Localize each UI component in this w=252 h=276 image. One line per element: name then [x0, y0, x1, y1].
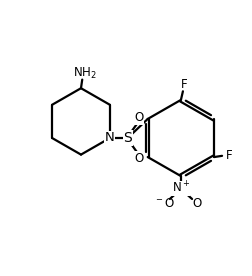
Text: $^-$O: $^-$O — [154, 197, 175, 210]
Text: N$^+$: N$^+$ — [171, 181, 190, 196]
Text: O: O — [191, 197, 200, 210]
Text: O: O — [134, 111, 143, 124]
Text: F: F — [225, 148, 232, 161]
Text: N: N — [105, 131, 114, 145]
Text: NH$_2$: NH$_2$ — [73, 65, 96, 81]
Text: F: F — [180, 78, 186, 91]
Text: S: S — [123, 131, 132, 145]
Text: O: O — [134, 152, 143, 165]
